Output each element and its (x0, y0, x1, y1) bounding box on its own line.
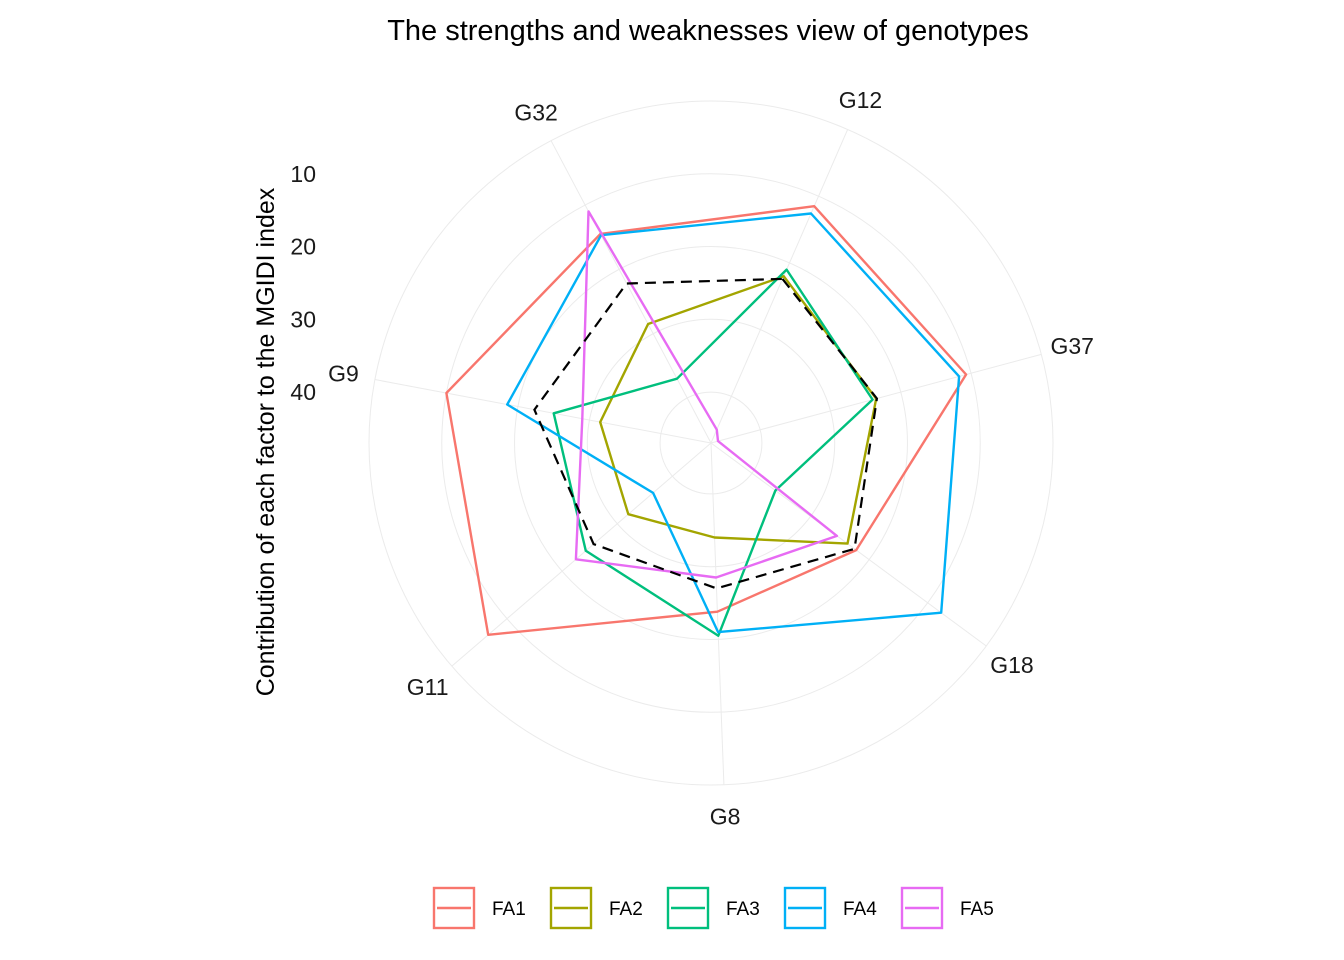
legend-label: FA3 (726, 899, 760, 920)
legend-item-FA1: FA1 (432, 886, 526, 930)
series-line-FA3 (552, 268, 874, 637)
legend-label: FA1 (492, 899, 526, 920)
category-label: G9 (328, 361, 359, 387)
grid-circle (441, 173, 981, 713)
legend-item-FA2: FA2 (549, 886, 643, 930)
grid-spoke (710, 129, 849, 444)
grid-circle (514, 246, 908, 640)
grid-circle (368, 100, 1054, 786)
radial-tick-labels: 10 20 30 40 (290, 161, 316, 405)
grid-spoke (710, 442, 725, 785)
legend-label: FA2 (609, 899, 643, 920)
radar-grid (368, 100, 1054, 786)
grid-circle (586, 318, 836, 568)
chart-title: The strengths and weaknesses view of gen… (387, 15, 1029, 47)
radial-tick-label: 10 (290, 161, 316, 187)
grid-spoke (710, 442, 987, 647)
category-labels: G12 G37 G18 G8 G11 G9 G32 (328, 87, 1094, 830)
grid-spoke (374, 379, 712, 444)
grid-spoke (451, 442, 712, 667)
grid-spoke (550, 140, 712, 444)
series-line-FA5 (574, 210, 839, 579)
legend: FA1 FA2 FA3 FA4 FA5 (432, 886, 994, 930)
legend-item-FA5: FA5 (900, 886, 994, 930)
legend-label: FA5 (960, 899, 994, 920)
legend-item-FA3: FA3 (666, 886, 760, 930)
radial-tick-label: 40 (290, 379, 316, 405)
series-line-FA4 (506, 212, 961, 634)
legend-item-FA4: FA4 (783, 886, 877, 930)
radial-tick-label: 20 (290, 234, 316, 260)
series-line-FA2 (599, 275, 878, 545)
y-axis-label: Contribution of each factor to the MGIDI… (252, 187, 280, 696)
series-line-FA1 (445, 204, 968, 636)
reference-dashed-line (533, 277, 879, 590)
category-label: G32 (514, 99, 557, 125)
category-label: G11 (407, 674, 449, 700)
grid-circle (659, 391, 763, 495)
category-label: G8 (710, 804, 741, 830)
category-label: G37 (1050, 333, 1093, 359)
series-lines (445, 204, 968, 637)
category-label: G12 (839, 87, 882, 113)
radial-tick-label: 30 (290, 306, 316, 332)
category-label: G18 (990, 652, 1033, 678)
legend-label: FA4 (843, 899, 877, 920)
